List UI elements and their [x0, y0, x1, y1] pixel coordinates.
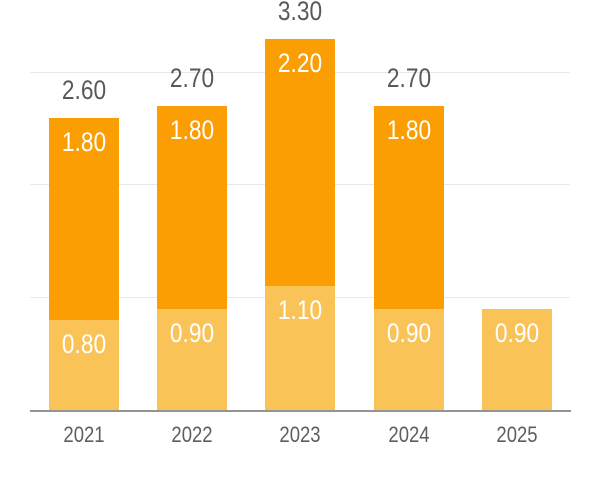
segment-value-label: 1.80: [170, 115, 215, 146]
bar-segment-bottom: [157, 308, 228, 410]
x-axis-line: [30, 410, 571, 412]
total-value-label: 2.70: [170, 63, 215, 94]
x-tick-label: 2025: [496, 422, 538, 447]
bar-segment-bottom: [49, 320, 119, 410]
bar-segment-bottom: [373, 308, 444, 410]
bar-segment-top: [265, 38, 336, 287]
total-value-label: 2.60: [61, 74, 107, 105]
segment-value-label: 0.90: [170, 317, 215, 348]
bar-segment-bottom: [265, 286, 336, 410]
x-tick-label: 2023: [279, 422, 321, 447]
segment-value-label: 2.20: [278, 47, 323, 78]
x-tick-label: 2021: [63, 422, 105, 447]
total-value-label: 2.70: [386, 63, 431, 94]
segment-value-label: 0.90: [494, 317, 539, 348]
bar-segment-top: [157, 106, 228, 309]
bar-segment-top: [49, 117, 119, 320]
segment-value-label: 1.80: [61, 126, 107, 157]
total-value-label: 3.30: [278, 0, 323, 26]
bar-segment-top: [373, 106, 444, 309]
x-tick-label: 2022: [171, 422, 213, 447]
segment-value-label: 1.80: [386, 115, 431, 146]
bar-segment-bottom: [481, 308, 552, 410]
x-tick-label: 2024: [388, 422, 430, 447]
segment-value-label: 0.80: [61, 329, 107, 359]
segment-value-label: 0.90: [386, 317, 431, 348]
segment-value-label: 1.10: [278, 295, 323, 326]
